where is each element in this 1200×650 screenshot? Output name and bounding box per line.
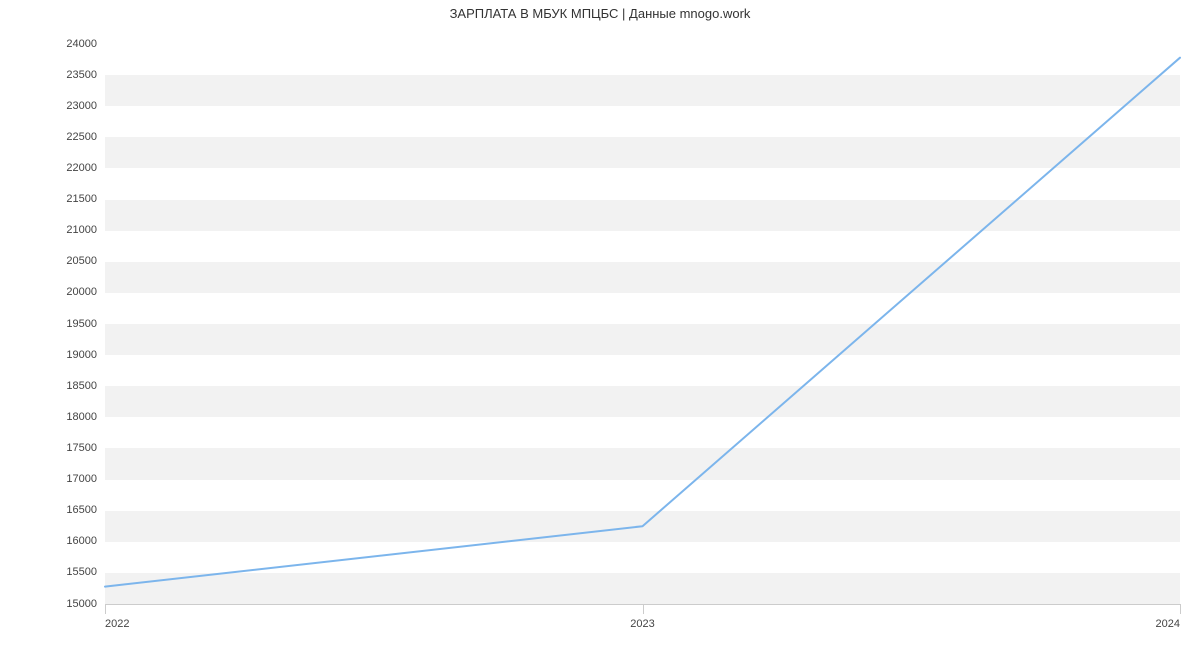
x-tick-label: 2024 (1120, 618, 1180, 630)
y-tick-label: 23000 (0, 100, 97, 112)
plot-area (105, 44, 1180, 604)
x-tick-mark (643, 604, 644, 614)
y-tick-label: 20000 (0, 286, 97, 298)
y-tick-label: 16500 (0, 504, 97, 516)
chart-title: ЗАРПЛАТА В МБУК МПЦБС | Данные mnogo.wor… (0, 6, 1200, 21)
y-tick-label: 15500 (0, 566, 97, 578)
line-series (105, 44, 1180, 604)
x-tick-mark (1180, 604, 1181, 614)
x-tick-label: 2022 (105, 618, 165, 630)
x-tick-label: 2023 (613, 618, 673, 630)
y-tick-label: 16000 (0, 535, 97, 547)
y-tick-label: 18500 (0, 380, 97, 392)
y-tick-label: 17000 (0, 473, 97, 485)
y-tick-label: 21500 (0, 193, 97, 205)
y-tick-label: 21000 (0, 224, 97, 236)
y-tick-label: 19000 (0, 349, 97, 361)
x-tick-mark (105, 604, 106, 614)
y-tick-label: 18000 (0, 411, 97, 423)
y-tick-label: 17500 (0, 442, 97, 454)
chart-container: ЗАРПЛАТА В МБУК МПЦБС | Данные mnogo.wor… (0, 0, 1200, 650)
y-tick-label: 23500 (0, 69, 97, 81)
y-tick-label: 22500 (0, 131, 97, 143)
y-tick-label: 22000 (0, 162, 97, 174)
y-tick-label: 24000 (0, 38, 97, 50)
y-tick-label: 19500 (0, 318, 97, 330)
y-tick-label: 20500 (0, 255, 97, 267)
y-tick-label: 15000 (0, 598, 97, 610)
